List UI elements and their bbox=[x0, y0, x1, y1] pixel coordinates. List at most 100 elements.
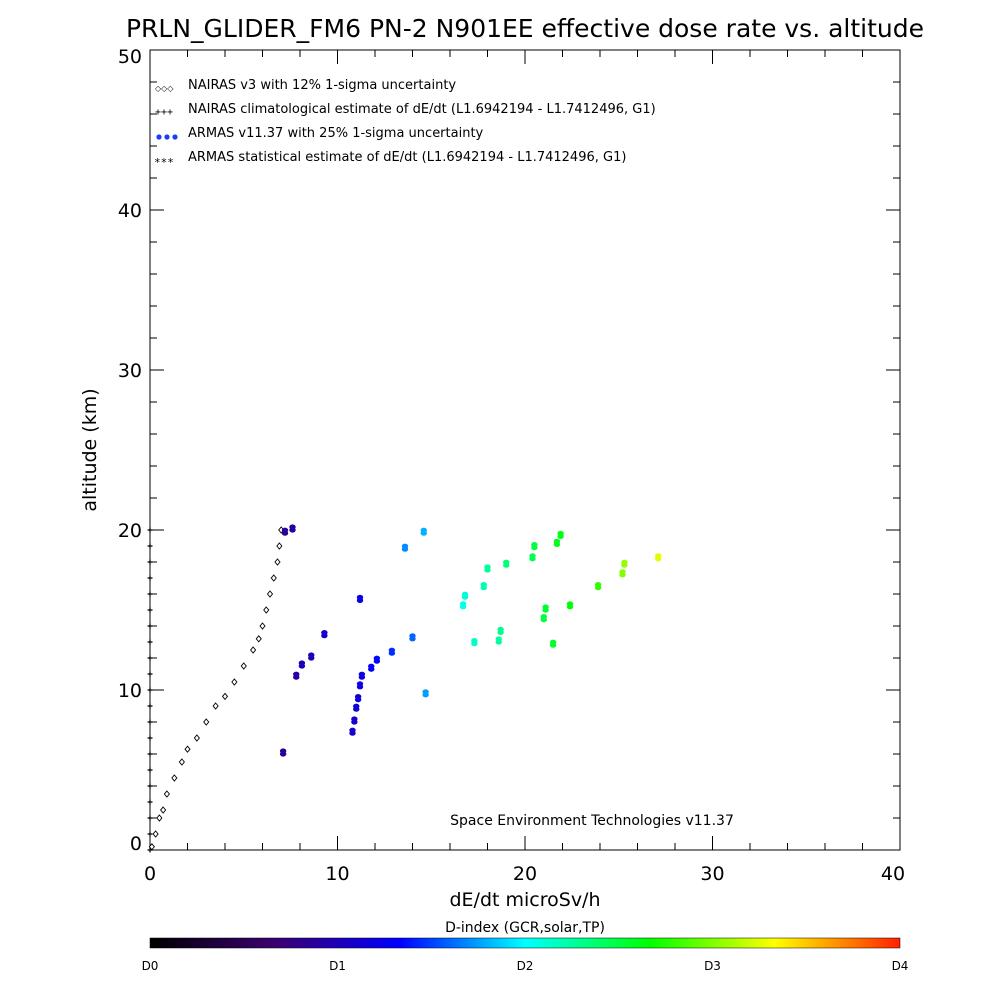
nairas-clim-point bbox=[147, 575, 153, 581]
nairas-clim-point bbox=[147, 527, 153, 533]
nairas-clim-point bbox=[147, 687, 153, 693]
y-tick-label-20: 20 bbox=[118, 520, 142, 542]
armas-point bbox=[349, 727, 356, 733]
nairas-point bbox=[270, 574, 277, 582]
colorbar-tick-d3: D3 bbox=[704, 959, 721, 973]
armas-point bbox=[480, 582, 487, 588]
armas-point bbox=[497, 626, 504, 633]
armas-point bbox=[401, 543, 409, 549]
armas-point bbox=[484, 564, 491, 570]
nairas-point bbox=[231, 678, 238, 686]
armas-point bbox=[356, 594, 364, 601]
y-tick-label-40: 40 bbox=[118, 200, 142, 222]
colorbar-tick-d1: D1 bbox=[329, 959, 346, 973]
chart-title: PRLN_GLIDER_FM6 PN-2 N901EE effective do… bbox=[126, 14, 924, 43]
nairas-clim-point bbox=[147, 751, 153, 757]
y-tick-label-50: 50 bbox=[118, 46, 142, 68]
nairas-clim-point bbox=[147, 831, 153, 837]
armas-point bbox=[409, 633, 416, 639]
armas-point bbox=[471, 638, 478, 644]
armas-point bbox=[461, 591, 469, 597]
x-axis-label: dE/dt microSv/h bbox=[449, 889, 600, 911]
armas-point bbox=[529, 553, 536, 559]
nairas-clim-point bbox=[147, 591, 153, 597]
colorbar-ticks: D0 D1 D2 D3 D4 bbox=[142, 959, 909, 973]
armas-point bbox=[594, 582, 602, 588]
nairas-clim-point bbox=[147, 559, 153, 565]
armas-point bbox=[289, 524, 296, 530]
nairas-point bbox=[276, 542, 283, 550]
armas-point bbox=[281, 527, 289, 533]
colorbar-tick-d0: D0 bbox=[142, 959, 159, 973]
legend-label-armas-v11: ARMAS v11.37 with 25% 1-sigma uncertaint… bbox=[188, 126, 484, 141]
nairas-clim-point bbox=[147, 655, 153, 661]
nairas-point bbox=[240, 662, 247, 670]
armas-point bbox=[308, 652, 315, 658]
nairas-clim-point bbox=[147, 623, 153, 629]
armas-point bbox=[356, 681, 364, 687]
colorbar-tick-d4: D4 bbox=[892, 959, 909, 973]
nairas-point bbox=[203, 718, 210, 726]
x-tick-label-20: 20 bbox=[513, 863, 537, 885]
plot-frame bbox=[149, 49, 901, 851]
colorbar-title: D-index (GCR,solar,TP) bbox=[445, 920, 605, 936]
x-tick-label-10: 10 bbox=[325, 863, 349, 885]
nairas-point bbox=[193, 734, 200, 742]
nairas-point bbox=[266, 590, 274, 598]
legend-label-nairas-v3: NAIRAS v3 with 12% 1-sigma uncertainty bbox=[188, 78, 456, 93]
x-tick-label-30: 30 bbox=[700, 863, 724, 885]
armas-point bbox=[279, 748, 287, 754]
armas-point bbox=[621, 559, 628, 565]
nairas-point bbox=[255, 635, 262, 643]
colorbar bbox=[149, 937, 901, 949]
armas-point bbox=[503, 559, 510, 565]
nairas-point bbox=[160, 806, 167, 814]
data-points bbox=[147, 524, 662, 853]
y-tick-label-0: 0 bbox=[130, 833, 142, 855]
nairas-clim-point bbox=[147, 639, 153, 645]
y-axis-label: altitude (km) bbox=[79, 388, 101, 511]
nairas-clim-point bbox=[147, 767, 153, 773]
armas-point bbox=[459, 601, 467, 607]
armas-point bbox=[531, 542, 538, 548]
armas-point bbox=[353, 703, 360, 709]
nairas-point bbox=[156, 814, 163, 822]
armas-point bbox=[422, 689, 429, 695]
armas-point bbox=[557, 530, 564, 537]
nairas-point bbox=[184, 745, 191, 753]
nairas-point bbox=[259, 622, 266, 630]
axis-ticks bbox=[149, 49, 901, 851]
armas-point bbox=[542, 604, 549, 610]
armas-point bbox=[654, 553, 662, 559]
armas-point bbox=[293, 671, 300, 677]
y-tick-label-10: 10 bbox=[118, 680, 142, 702]
legend: ◇◇◇ NAIRAS v3 with 12% 1-sigma uncertain… bbox=[154, 78, 656, 169]
x-tick-label-40: 40 bbox=[881, 863, 905, 885]
nairas-point bbox=[152, 830, 159, 838]
nairas-point bbox=[171, 774, 178, 782]
legend-marker-asterisk-icon: *** bbox=[154, 156, 174, 169]
nairas-clim-point bbox=[147, 719, 153, 725]
armas-point bbox=[553, 538, 561, 545]
nairas-point bbox=[263, 606, 270, 614]
armas-point bbox=[351, 716, 358, 722]
nairas-clim-point bbox=[147, 607, 153, 613]
armas-point bbox=[540, 614, 547, 620]
nairas-clim-point bbox=[147, 847, 153, 853]
nairas-point bbox=[163, 790, 170, 798]
armas-point bbox=[368, 663, 375, 669]
nairas-point bbox=[274, 558, 281, 566]
nairas-point bbox=[221, 692, 229, 701]
colorbar-tick-d2: D2 bbox=[517, 959, 534, 973]
nairas-point bbox=[178, 758, 185, 766]
nairas-clim-point bbox=[147, 799, 153, 805]
nairas-clim-point bbox=[147, 783, 153, 789]
armas-point bbox=[354, 694, 362, 700]
armas-point bbox=[358, 671, 366, 677]
nairas-clim-point bbox=[147, 735, 153, 741]
armas-point bbox=[298, 660, 306, 666]
y-tick-label-30: 30 bbox=[118, 360, 142, 382]
legend-marker-plus-icon: +++ bbox=[155, 107, 173, 118]
legend-label-nairas-climatological: NAIRAS climatological estimate of dE/dt … bbox=[188, 102, 656, 117]
